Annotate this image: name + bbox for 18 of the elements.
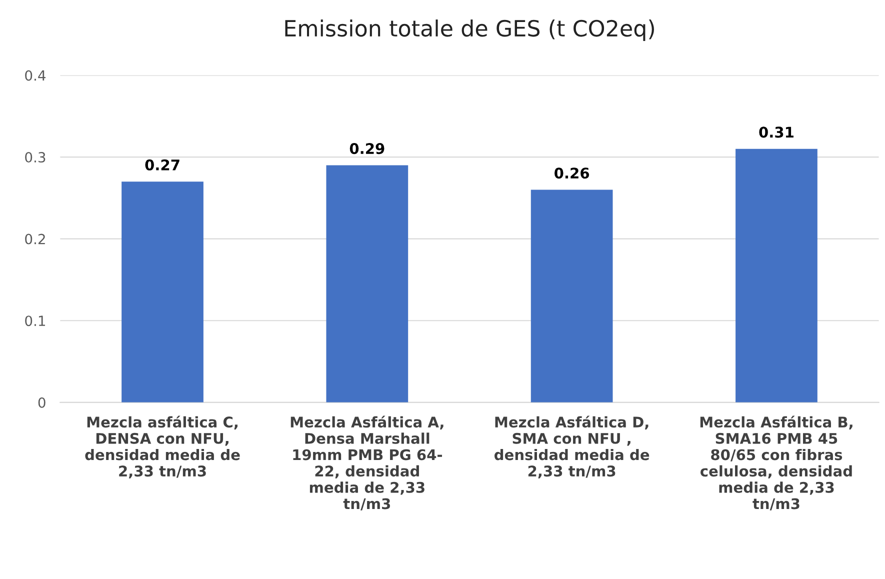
bar (326, 165, 408, 402)
y-tick-label: 0.1 (25, 316, 46, 326)
x-tick-label: Mezcla asfáltica C, DENSA con NFU, densidad media de 2,33 tn/m3 (85, 416, 240, 478)
bar (736, 148, 818, 402)
y-tick-label: 0.4 (25, 70, 46, 81)
bar (122, 182, 204, 402)
x-tick-label: Mezcla Asfáltica D, SMA con NFU , densidad media de 2,33 tn/m3 (494, 416, 650, 478)
y-tick-label: 0.3 (25, 152, 46, 163)
chart-title: Emission totale de GES (t CO2eq) (285, 19, 654, 42)
bar (530, 190, 613, 402)
data-label: 0.27 (145, 159, 180, 170)
y-tick-label: 0 (38, 397, 46, 408)
data-label: 0.31 (759, 126, 794, 138)
y-tick-label: 0.2 (25, 234, 45, 244)
x-tick-label: Mezcla Asfáltica A, Densa Marshall 19mm PMB PG 64- 22, densidad media de 2,33 tn/m3 (290, 416, 444, 510)
data-label: 0.29 (350, 143, 384, 154)
data-label: 0.26 (554, 168, 590, 179)
x-tick-label: Mezcla Asfáltica B, SMA16 PMB 45 80/65 con fibras celulosa, densidad media de 2,33 tn/m3 (700, 416, 852, 510)
